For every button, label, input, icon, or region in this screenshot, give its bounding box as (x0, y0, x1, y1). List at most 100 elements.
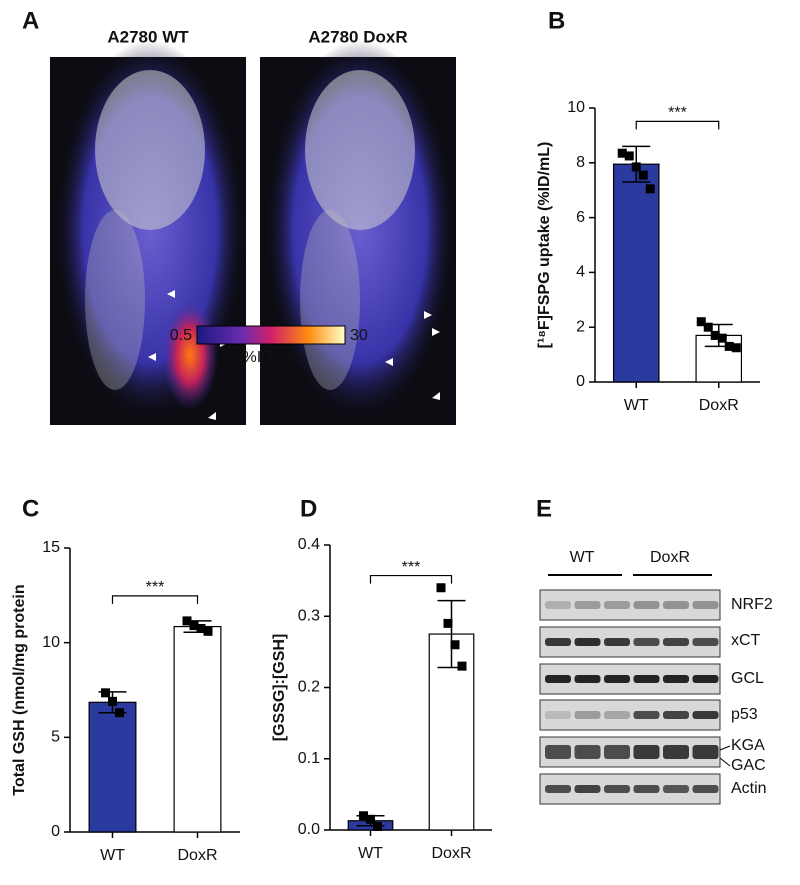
data-point (731, 343, 741, 353)
panel-label: D (300, 495, 317, 522)
data-point (436, 583, 446, 593)
bar (612, 163, 660, 383)
y-tick-label: 5 (51, 729, 60, 746)
image-title: A2780 DoxR (308, 27, 407, 46)
x-tick-label: WT (358, 845, 383, 862)
y-tick-label: 10 (42, 634, 60, 651)
data-point (617, 148, 627, 158)
blot-band (604, 638, 630, 646)
y-tick-label: 0.2 (298, 679, 320, 696)
blot-band (692, 745, 719, 759)
data-point (696, 317, 706, 327)
image-doxr (260, 40, 456, 425)
blot-band (663, 675, 689, 683)
blot-band (604, 745, 630, 759)
y-tick-label: 0.1 (298, 750, 320, 767)
panel-label: B (548, 7, 565, 34)
colorbar (196, 325, 346, 345)
band-label: xCT (731, 632, 761, 649)
blot-band (663, 711, 689, 719)
blot-band (574, 675, 601, 683)
blot-strip (539, 699, 721, 731)
data-point (108, 696, 117, 706)
colorbar-max: 30 (350, 327, 368, 344)
data-point (203, 626, 213, 636)
data-point (443, 618, 453, 628)
y-tick-label: 15 (42, 539, 60, 556)
data-point (101, 688, 110, 698)
data-point (450, 640, 460, 650)
blot-band (545, 785, 571, 793)
data-point (717, 333, 727, 343)
blot-band (692, 785, 719, 793)
data-point (638, 170, 648, 180)
data-point (457, 661, 467, 671)
y-tick-label: 2 (576, 318, 585, 335)
blot-band (545, 675, 571, 683)
blot-band (633, 711, 660, 719)
data-point (366, 814, 375, 824)
panel-label: A (22, 7, 39, 34)
blot-band (692, 711, 719, 719)
significance-bracket (369, 574, 453, 584)
blot-band (663, 785, 689, 793)
data-point (703, 322, 713, 332)
blot-band (692, 601, 719, 609)
blot-band (574, 638, 601, 646)
blot-group: WT (570, 549, 595, 566)
data-point (631, 162, 641, 172)
data-point (182, 616, 192, 626)
image-wt (50, 40, 246, 425)
blot-band (574, 711, 601, 719)
x-tick-label: DoxR (431, 845, 471, 862)
data-point (115, 708, 124, 718)
y-tick-label: 0 (576, 373, 585, 390)
bar (88, 701, 137, 833)
blot-band (545, 601, 571, 609)
blot-band (663, 745, 689, 759)
band-label: NRF2 (731, 596, 773, 613)
blot-band (692, 638, 719, 646)
x-tick-label: WT (624, 397, 649, 414)
data-point (724, 341, 734, 351)
band-label: GAC (731, 757, 766, 774)
y-axis-label: [¹⁸F]FSPG uptake (%ID/mL) (536, 142, 553, 349)
band-label: Actin (731, 780, 767, 797)
blot-band (574, 601, 601, 609)
significance: *** (146, 579, 165, 596)
data-point (624, 151, 634, 161)
band-label: GCL (731, 670, 764, 687)
blot-band (663, 601, 689, 609)
image-title: A2780 WT (107, 27, 189, 46)
blot-strip (539, 589, 721, 621)
blot-band (545, 638, 571, 646)
blot-band (633, 675, 660, 683)
blot-band (545, 745, 571, 759)
y-tick-label: 10 (567, 99, 585, 116)
blot-band (574, 785, 601, 793)
y-tick-label: 0.0 (298, 821, 320, 838)
y-tick-label: 6 (576, 209, 585, 226)
colorbar-min: 0.5 (170, 327, 192, 344)
significance-bracket (635, 120, 720, 130)
band-label: p53 (731, 706, 758, 723)
band-pointer (719, 745, 731, 767)
y-tick-label: 0 (51, 823, 60, 840)
blot-band (545, 711, 571, 719)
blot-band (633, 638, 660, 646)
y-tick-label: 8 (576, 154, 585, 171)
x-tick-label: WT (100, 847, 125, 864)
colorbar-label: %ID/mL (243, 349, 300, 366)
blot-band (604, 711, 630, 719)
data-point (373, 821, 382, 831)
blot-band (604, 785, 630, 793)
panel-label: C (22, 495, 39, 522)
data-point (359, 811, 368, 821)
blot-group: DoxR (650, 549, 690, 566)
blot-band (604, 675, 630, 683)
y-axis-label: [GSSG]:[GSH] (271, 634, 288, 742)
blot-band (633, 785, 660, 793)
significance: *** (668, 105, 687, 122)
band-label: KGA (731, 737, 765, 754)
